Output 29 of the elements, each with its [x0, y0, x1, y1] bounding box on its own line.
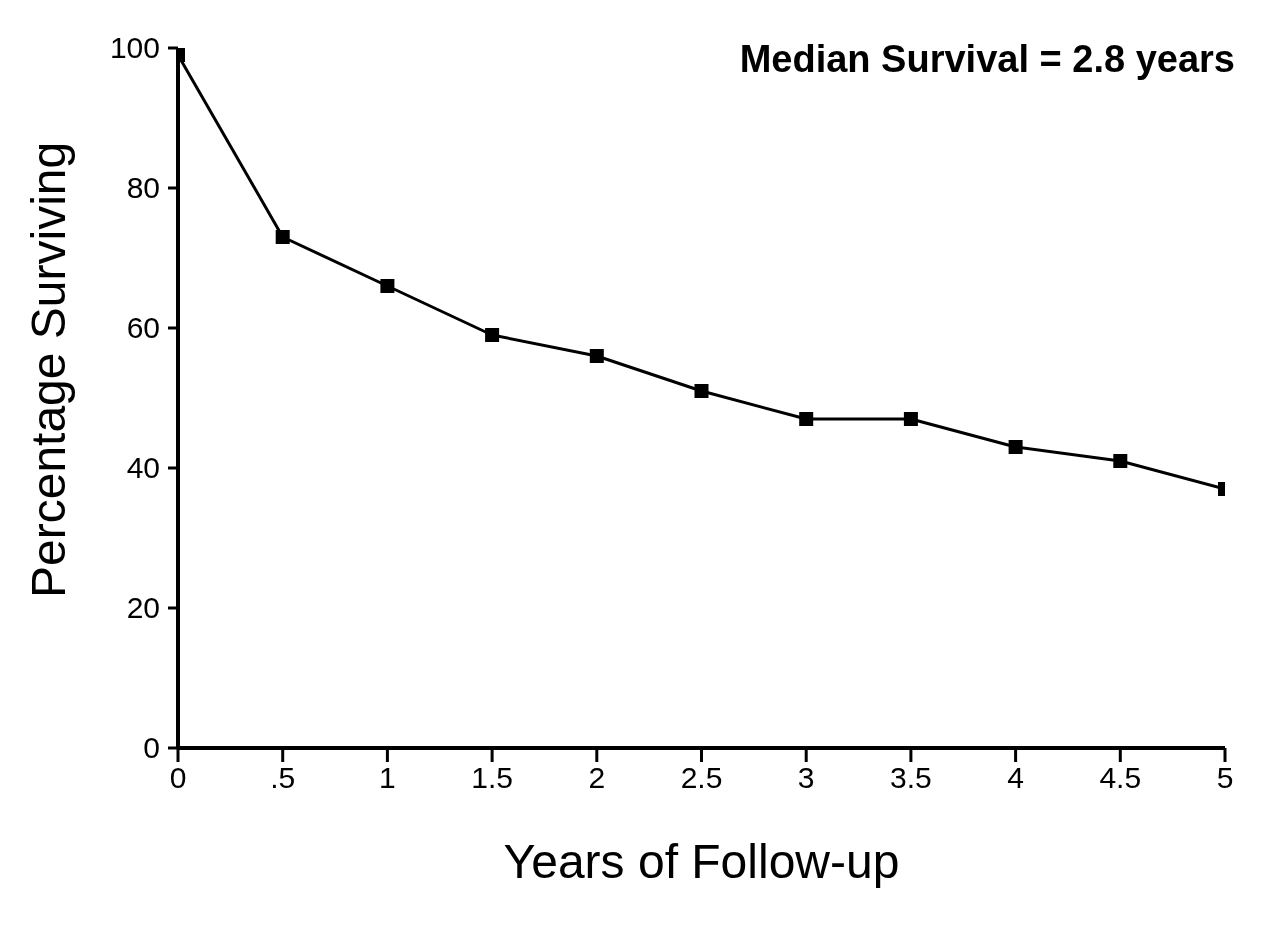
point: [694, 384, 709, 398]
annotation: Median Survival = 2.8 years: [739, 38, 1235, 81]
point: [799, 412, 814, 426]
y-tick-label: 60: [126, 311, 160, 344]
x-tick-label: 2: [588, 761, 606, 794]
x-tick-label: 0: [169, 761, 187, 794]
point: [380, 279, 395, 293]
point: [903, 412, 918, 426]
point: [275, 230, 290, 244]
x-tick-label: .5: [270, 761, 296, 794]
x-tick-label: 4.5: [1099, 761, 1142, 794]
y-tick-label: 80: [126, 171, 160, 204]
x-tick-label: 2.5: [680, 761, 723, 794]
point: [589, 349, 604, 363]
x-tick-label: 4: [1007, 761, 1024, 794]
x-tick-label: 3.5: [890, 761, 932, 794]
y-axis-title: Percentage Surviving: [22, 141, 76, 598]
point: [1008, 440, 1023, 454]
y-tick-label: 100: [109, 31, 160, 64]
x-axis-title: Years of Follow-up: [503, 835, 900, 888]
x-tick-label: 1.5: [471, 761, 513, 794]
x-tick-label: 3: [797, 761, 815, 794]
point: [1113, 454, 1128, 468]
point: [485, 328, 500, 342]
x-tick-label: 5: [1216, 761, 1234, 794]
y-tick-label: 20: [126, 591, 160, 624]
x-tick-label: 1: [379, 761, 396, 794]
y-tick-label: 40: [126, 451, 160, 484]
y-tick-label: 0: [143, 731, 160, 764]
